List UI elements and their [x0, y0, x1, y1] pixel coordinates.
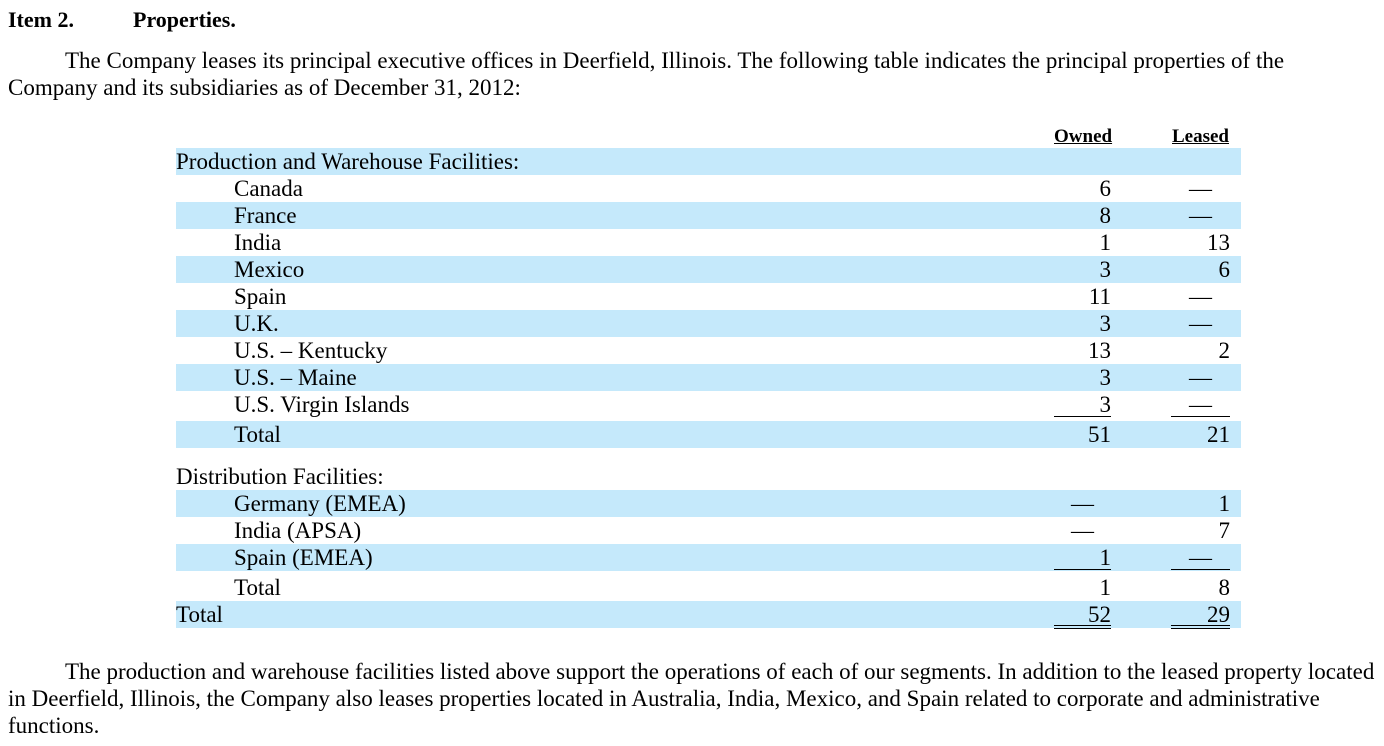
- table-row: Spain 11 —: [176, 283, 1241, 310]
- leased-value: —: [1189, 311, 1212, 336]
- leased-value: 1: [1218, 491, 1231, 516]
- grand-total-row: Total 52 29: [176, 601, 1241, 629]
- row-label: Total: [234, 575, 281, 600]
- intro-paragraph: The Company leases its principal executi…: [8, 48, 1285, 100]
- row-label: U.S. – Kentucky: [234, 338, 388, 363]
- leased-column-header: Leased: [1172, 126, 1229, 147]
- owned-value: 11: [1088, 284, 1111, 309]
- owned-total: 1: [1099, 575, 1112, 600]
- owned-total: 51: [1088, 422, 1111, 447]
- owned-value: 3: [1099, 365, 1112, 390]
- leased-value: 6: [1218, 257, 1231, 282]
- row-label: U.K.: [234, 311, 279, 336]
- table-row: Mexico 3 6: [176, 256, 1241, 283]
- owned-value: —: [1071, 518, 1094, 543]
- row-label: Spain: [234, 284, 287, 309]
- production-section-header: Production and Warehouse Facilities:: [176, 149, 520, 174]
- leased-value: —: [1171, 544, 1230, 570]
- table-row: Spain (EMEA) 1 —: [176, 544, 1241, 571]
- leased-value: 7: [1218, 518, 1231, 543]
- table-row: France 8 —: [176, 202, 1241, 229]
- leased-value: 2: [1218, 338, 1231, 363]
- row-label: France: [234, 203, 297, 228]
- production-section-header-row: Production and Warehouse Facilities:: [176, 148, 1241, 175]
- owned-value: 1: [1054, 544, 1111, 570]
- table-row: U.S. – Kentucky 13 2: [176, 337, 1241, 364]
- distribution-section-header-row: Distribution Facilities:: [176, 463, 1241, 490]
- closing-paragraph: The production and warehouse facilities …: [8, 659, 1375, 738]
- owned-value: 3: [1099, 257, 1112, 282]
- owned-value: 3: [1054, 391, 1111, 417]
- leased-grand-total: 29: [1171, 601, 1230, 629]
- leased-value: —: [1189, 284, 1212, 309]
- section-title: Properties.: [133, 7, 236, 32]
- owned-grand-total: 52: [1054, 601, 1111, 629]
- table-row: India (APSA) — 7: [176, 517, 1241, 544]
- table-row: Germany (EMEA) — 1: [176, 490, 1241, 517]
- section-heading: Item 2. Properties.: [8, 7, 236, 33]
- row-label: India: [234, 230, 282, 255]
- leased-value: —: [1171, 391, 1230, 417]
- distribution-section-header: Distribution Facilities:: [176, 464, 384, 489]
- table-row: India 1 13: [176, 229, 1241, 256]
- owned-value: 6: [1099, 176, 1112, 201]
- leased-value: —: [1189, 203, 1212, 228]
- table-row: U.K. 3 —: [176, 310, 1241, 337]
- row-label: Spain (EMEA): [234, 545, 373, 570]
- table-row: U.S. Virgin Islands 3 —: [176, 391, 1241, 418]
- owned-column-header: Owned: [1054, 126, 1113, 147]
- item-number: Item 2.: [8, 7, 74, 32]
- table-row: Canada 6 —: [176, 175, 1241, 202]
- row-label: India (APSA): [234, 518, 362, 543]
- leased-total: 21: [1207, 422, 1230, 447]
- row-label: Germany (EMEA): [234, 491, 406, 516]
- production-total-row: Total 51 21: [176, 421, 1241, 448]
- owned-value: —: [1071, 491, 1094, 516]
- grand-total-label: Total: [176, 602, 223, 627]
- table-row: U.S. – Maine 3 —: [176, 364, 1241, 391]
- owned-value: 13: [1088, 338, 1111, 363]
- leased-total: 8: [1218, 575, 1231, 600]
- row-label: Total: [234, 422, 281, 447]
- owned-value: 3: [1099, 311, 1112, 336]
- row-label: Canada: [234, 176, 303, 201]
- row-label: Mexico: [234, 257, 305, 282]
- distribution-total-row: Total 1 8: [176, 574, 1241, 601]
- leased-value: 13: [1207, 230, 1230, 255]
- leased-value: —: [1189, 176, 1212, 201]
- owned-value: 8: [1099, 203, 1112, 228]
- leased-value: —: [1189, 365, 1212, 390]
- owned-value: 1: [1099, 230, 1112, 255]
- row-label: U.S. Virgin Islands: [234, 392, 410, 417]
- row-label: U.S. – Maine: [234, 365, 357, 390]
